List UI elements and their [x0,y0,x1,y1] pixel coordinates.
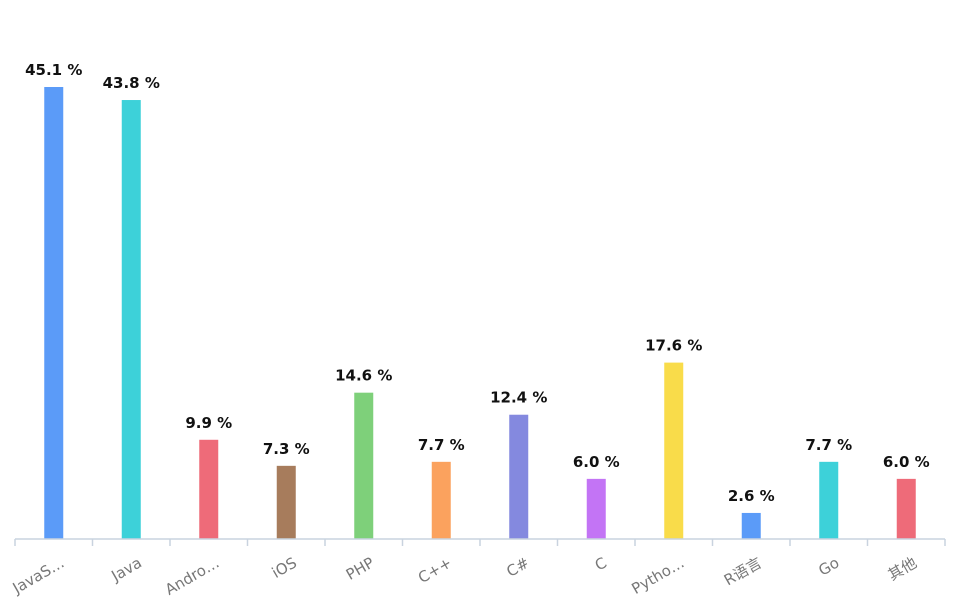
x-tick-label: JavaS… [9,554,68,598]
bar[interactable] [896,478,916,539]
data-label: 2.6 % [728,487,775,505]
x-tick-label: Java [108,554,145,586]
bars-group [44,87,916,540]
bar[interactable] [276,465,296,539]
x-tick-label: Andro… [162,554,222,599]
data-label: 7.7 % [418,436,465,454]
value-labels-group: 45.1 % 43.8 % 9.9 % 7.3 % 14.6 % 7.7 % 12.4 % 6… [25,61,930,505]
bar[interactable] [741,512,761,539]
x-tick-label: Pytho… [629,554,688,598]
data-label: 12.4 % [490,389,547,407]
x-tick-label: iOS [269,554,300,582]
x-tick-label: 其他 [885,554,920,585]
bar[interactable] [664,362,684,539]
data-label: 45.1 % [25,61,82,79]
data-label: 7.3 % [263,440,310,458]
x-tick-label: PHP [343,554,377,584]
data-label: 7.7 % [805,436,852,454]
data-label: 6.0 % [573,453,620,471]
bar[interactable] [431,461,451,539]
bar[interactable] [121,100,141,540]
bar[interactable] [586,478,606,539]
x-axis: JavaS… Java Andro… iOS PHP C++ C# C Pytho… R语言 Go 其… [9,538,946,599]
bar[interactable] [199,439,219,539]
data-label: 43.8 % [103,74,160,92]
bar[interactable] [509,414,529,539]
x-tick-label: Go [815,554,842,580]
data-label: 14.6 % [335,367,392,385]
data-label: 6.0 % [883,453,930,471]
bar[interactable] [354,392,374,539]
data-label: 17.6 % [645,337,702,355]
bar[interactable] [44,87,64,539]
x-tick-label: R语言 [721,554,765,590]
x-tick-label: C++ [415,554,455,587]
x-tick-label: C# [503,554,532,581]
x-tick-label: C [592,554,610,575]
data-label: 9.9 % [185,414,232,432]
bar[interactable] [819,461,839,539]
